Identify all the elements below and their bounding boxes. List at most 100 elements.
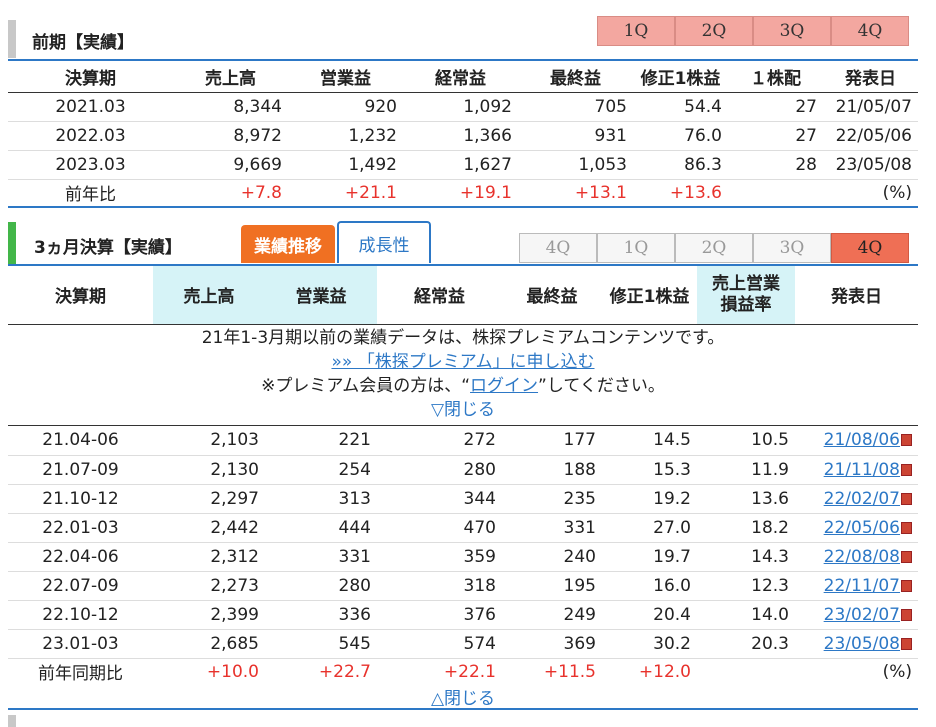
cell-op-margin: 18.2 — [751, 517, 789, 538]
q-btn-1q[interactable]: 1Q — [597, 233, 675, 263]
cell-op-margin: 20.3 — [751, 633, 789, 654]
announce-date-link[interactable]: 23/02/07 — [823, 604, 900, 625]
announce-date-link[interactable]: 21/11/08 — [823, 459, 900, 480]
cell-op-profit: 280 — [338, 575, 371, 596]
tab-performance[interactable]: 業績推移 — [241, 225, 335, 263]
annual-section-header: 前期【実績】 — [8, 18, 918, 58]
cell-net-profit: 931 — [594, 125, 627, 146]
cell-sales: 2,312 — [210, 546, 259, 567]
table-row: 21.10-12 2,297 313 344 235 19.2 13.6 22/02/07 — [8, 484, 918, 513]
cell-eps: 15.3 — [653, 459, 691, 480]
cell-op-profit: 444 — [338, 517, 371, 538]
cell-period: 2022.03 — [55, 125, 126, 146]
cell-period: 21.10-12 — [42, 488, 119, 509]
close-bottom-link[interactable]: △閉じる — [430, 689, 496, 709]
cell-yoy-op: +22.7 — [318, 661, 371, 682]
cell-announce: 22/11/07 — [795, 571, 918, 600]
cell-announce: 22/05/06 — [835, 125, 912, 146]
announce-date-link[interactable]: 22/08/08 — [823, 546, 900, 567]
annual-yoy-row: 前年比 +7.8 +21.1 +19.1 +13.1 +13.6 (%) — [8, 179, 918, 207]
cell-period: 23.01-03 — [42, 633, 119, 654]
cell-yoy-eps: +13.6 — [669, 182, 722, 203]
q-btn-4q-prev[interactable]: 4Q — [519, 233, 597, 263]
cell-eps: 30.2 — [653, 633, 691, 654]
q-btn-4q[interactable]: 4Q — [831, 233, 909, 263]
cell-op-profit: 331 — [338, 546, 371, 567]
table-row: 22.01-03 2,442 444 470 331 27.0 18.2 22/05/06 — [8, 513, 918, 542]
premium-signup-link[interactable]: »» 「株探プレミアム」に申し込む — [331, 352, 595, 372]
table-row: 22.04-06 2,312 331 359 240 19.7 14.3 22/08/08 — [8, 542, 918, 571]
q-col-sales: 売上高 — [153, 266, 265, 324]
annual-btn-3q[interactable]: 3Q — [753, 16, 831, 46]
pdf-icon[interactable] — [901, 550, 912, 563]
pdf-icon[interactable] — [901, 637, 912, 650]
col-ord-profit: 経常益 — [435, 69, 486, 90]
announce-date-link[interactable]: 22/11/07 — [823, 575, 900, 596]
col-period: 決算期 — [65, 69, 116, 90]
table-row: 2021.03 8,344 920 1,092 705 54.4 27 21/0… — [8, 92, 918, 121]
annual-btn-4q[interactable]: 4Q — [831, 16, 909, 46]
premium-notice: 21年1-3月期以前の業績データは、株探プレミアムコンテンツです。 »» 「株探… — [8, 326, 918, 422]
next-section-bar — [8, 715, 16, 727]
pdf-icon[interactable] — [901, 434, 912, 447]
quarterly-quarter-buttons: 4Q 1Q 2Q 3Q 4Q — [519, 233, 909, 263]
announce-date-link[interactable]: 22/02/07 — [823, 488, 900, 509]
cell-period: 22.01-03 — [42, 517, 119, 538]
pdf-icon[interactable] — [901, 579, 912, 592]
cell-sales: 2,399 — [210, 604, 259, 625]
cell-yoy-sales: +10.0 — [206, 661, 259, 682]
cell-ord-profit: 1,627 — [463, 154, 512, 175]
q-btn-3q[interactable]: 3Q — [753, 233, 831, 263]
login-suffix: ”してください。 — [538, 376, 665, 396]
cell-op-margin: 11.9 — [751, 459, 789, 480]
pdf-icon[interactable] — [901, 521, 912, 534]
cell-announce: 21/11/08 — [795, 455, 918, 484]
announce-date-link[interactable]: 22/05/06 — [823, 517, 900, 538]
announce-date-link[interactable]: 23/05/08 — [823, 633, 900, 654]
cell-op-margin: 12.3 — [751, 575, 789, 596]
col-dividend: １株配 — [750, 69, 801, 90]
annual-divider — [8, 59, 918, 61]
cell-ord-profit: 344 — [463, 488, 496, 509]
table-row: 21.07-09 2,130 254 280 188 15.3 11.9 21/11/08 — [8, 455, 918, 484]
col-op-profit: 営業益 — [320, 69, 371, 90]
annual-btn-1q[interactable]: 1Q — [597, 16, 675, 46]
cell-net-profit: 235 — [563, 488, 596, 509]
pdf-icon[interactable] — [901, 608, 912, 621]
quarterly-section-header: 3ヵ月決算【実績】 — [8, 222, 918, 266]
cell-announce: 23/02/07 — [795, 600, 918, 629]
bottom-divider — [8, 708, 918, 710]
cell-sales: 2,103 — [210, 430, 259, 451]
q-btn-2q[interactable]: 2Q — [675, 233, 753, 263]
cell-ord-profit: 318 — [463, 575, 496, 596]
cell-period: 22.07-09 — [42, 575, 119, 596]
table-row: 21.04-06 2,103 221 272 177 14.5 10.5 21/08/06 — [8, 426, 918, 455]
cell-yoy-ord: +22.1 — [443, 661, 496, 682]
pdf-icon[interactable] — [901, 463, 912, 476]
cell-yoy-unit: (%) — [882, 661, 912, 682]
cell-op-profit: 920 — [364, 96, 397, 117]
pdf-icon[interactable] — [901, 492, 912, 505]
notice-divider — [8, 425, 918, 426]
cell-net-profit: 177 — [563, 430, 596, 451]
cell-eps: 19.2 — [653, 488, 691, 509]
login-link[interactable]: ログイン — [470, 376, 539, 396]
cell-announce: 21/05/07 — [835, 96, 912, 117]
cell-ord-profit: 280 — [463, 459, 496, 480]
cell-announce: 23/05/08 — [835, 154, 912, 175]
cell-yoy-label: 前年同期比 — [38, 664, 123, 685]
cell-ord-profit: 1,092 — [463, 96, 512, 117]
cell-op-margin: 13.6 — [751, 488, 789, 509]
cell-eps: 54.4 — [684, 96, 722, 117]
cell-sales: 2,685 — [210, 633, 259, 654]
announce-date-link[interactable]: 21/08/06 — [823, 430, 900, 451]
table-row: 2022.03 8,972 1,232 1,366 931 76.0 27 22… — [8, 121, 918, 150]
q-col-announce: 発表日 — [831, 287, 882, 308]
tab-growth[interactable]: 成長性 — [337, 221, 431, 263]
col-net-profit: 最終益 — [550, 69, 601, 90]
annual-btn-2q[interactable]: 2Q — [675, 16, 753, 46]
cell-sales: 2,130 — [210, 459, 259, 480]
q-col-op-margin: 売上営業 損益率 — [697, 266, 795, 324]
close-top-link[interactable]: ▽閉じる — [430, 400, 496, 420]
cell-eps: 76.0 — [684, 125, 722, 146]
